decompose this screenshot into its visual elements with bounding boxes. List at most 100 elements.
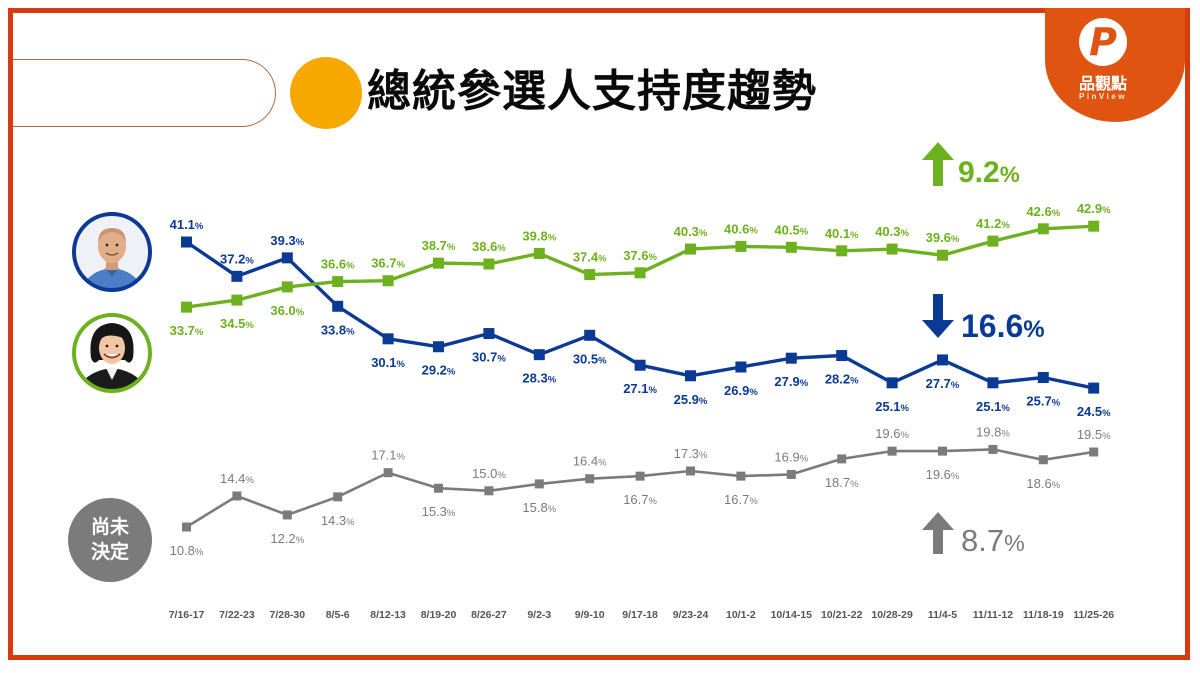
- data-point-marker: [987, 377, 999, 389]
- x-axis-tick-label: 9/23-24: [673, 609, 709, 621]
- data-point-label: 10.8%: [170, 543, 204, 558]
- data-point-marker: [1089, 447, 1099, 457]
- data-point-marker: [434, 483, 443, 493]
- data-point-marker: [231, 270, 243, 282]
- data-point-label: 25.1%: [875, 399, 909, 414]
- x-axis-tick-label: 8/19-20: [421, 609, 457, 621]
- data-point-label: 33.7%: [170, 323, 204, 338]
- data-point-label: 15.8%: [522, 500, 556, 515]
- data-point-label: 19.6%: [926, 467, 960, 482]
- x-axis-tick-label: 7/22-23: [219, 609, 255, 621]
- data-point-label: 27.1%: [623, 381, 657, 396]
- data-point-marker: [483, 258, 495, 270]
- data-point-label: 40.3%: [875, 224, 909, 239]
- data-point-marker: [735, 361, 747, 373]
- data-point-label: 25.9%: [674, 392, 708, 407]
- data-point-label: 28.3%: [522, 371, 556, 386]
- x-axis-labels: 7/16-17 7/22-23 7/28-30 8/5-6 8/12-13 8/19-20…: [169, 609, 1115, 621]
- arrow-up-green-icon: [922, 142, 954, 186]
- data-point-marker: [281, 252, 293, 264]
- data-point-marker: [332, 300, 344, 312]
- data-point-label: 41.1%: [170, 217, 204, 232]
- data-point-label: 41.2%: [976, 216, 1010, 231]
- data-point-marker: [988, 444, 998, 454]
- data-point-marker: [182, 522, 191, 532]
- data-point-label: 15.3%: [422, 504, 456, 519]
- title-decoration-pill: [13, 59, 276, 127]
- data-point-marker: [1037, 223, 1049, 235]
- x-axis-tick-label: 11/18-19: [1023, 609, 1064, 621]
- data-point-marker: [433, 257, 444, 269]
- arrow-up-gray-icon: [922, 512, 954, 554]
- data-point-marker: [383, 468, 393, 478]
- data-point-marker: [181, 301, 192, 313]
- logo-p-icon: P: [1079, 18, 1127, 66]
- undecided-label-line2: 決定: [90, 541, 129, 563]
- data-point-marker: [483, 328, 495, 340]
- data-point-label: 27.9%: [774, 374, 808, 389]
- data-point-label: 27.7%: [926, 376, 960, 391]
- data-point-label: 42.6%: [1026, 204, 1060, 219]
- data-point-marker: [686, 466, 695, 476]
- data-point-label: 39.8%: [522, 228, 556, 243]
- data-point-label: 36.0%: [270, 303, 304, 318]
- data-point-label: 14.3%: [321, 513, 355, 528]
- data-point-marker: [886, 377, 898, 389]
- data-point-label: 25.7%: [1026, 394, 1060, 409]
- data-point-label: 16.9%: [774, 449, 808, 464]
- undecided-badge: 尚未 決定: [68, 498, 152, 582]
- green-change-value: 9.2: [958, 156, 1000, 189]
- gray-change-annotation: 8.7%: [961, 523, 1025, 559]
- green-change-annotation: 9.2%: [958, 156, 1020, 190]
- data-point-marker: [1037, 372, 1049, 384]
- data-point-label: 34.5%: [220, 316, 254, 331]
- data-point-marker: [785, 241, 797, 253]
- data-point-marker: [281, 281, 293, 293]
- data-point-marker: [786, 469, 796, 479]
- arrow-down-blue-icon: [922, 294, 954, 338]
- x-axis-tick-label: 11/4-5: [928, 609, 957, 621]
- gray-change-value: 8.7: [961, 523, 1005, 558]
- x-axis-tick-label: 7/28-30: [269, 609, 305, 621]
- data-point-marker: [232, 491, 242, 501]
- data-point-label: 38.6%: [472, 239, 506, 254]
- data-point-label: 40.6%: [724, 221, 758, 236]
- data-point-label: 30.5%: [573, 351, 607, 366]
- data-point-marker: [735, 240, 747, 252]
- data-point-marker: [938, 446, 947, 456]
- data-point-label: 28.2%: [825, 372, 859, 387]
- data-point-marker: [836, 245, 848, 257]
- data-point-label: 38.7%: [422, 238, 456, 253]
- data-point-label: 19.8%: [976, 424, 1010, 439]
- data-point-marker: [332, 276, 344, 288]
- data-point-marker: [634, 267, 646, 279]
- data-point-marker: [1088, 382, 1100, 394]
- data-point-marker: [937, 354, 948, 366]
- series-尚未決定: 10.8% 14.4% 12.2% 14.3% 17.1% 15.3% 15.0% 15.8%…: [170, 424, 1112, 558]
- data-point-label: 37.6%: [623, 248, 657, 263]
- data-point-label: 36.6%: [321, 257, 355, 272]
- data-point-label: 33.8%: [321, 322, 355, 337]
- data-point-label: 12.2%: [270, 531, 304, 546]
- data-point-marker: [1088, 220, 1100, 232]
- data-point-label: 19.6%: [875, 426, 909, 441]
- pinview-logo: P 品觀點 PinView: [1045, 8, 1185, 122]
- data-point-label: 17.3%: [674, 446, 708, 461]
- data-point-marker: [433, 341, 444, 353]
- data-point-label: 39.6%: [926, 230, 960, 245]
- green-change-unit: %: [999, 162, 1020, 187]
- x-axis-tick-label: 8/26-27: [471, 609, 507, 621]
- data-point-marker: [836, 350, 848, 362]
- x-axis-tick-label: 9/17-18: [622, 609, 658, 621]
- data-point-marker: [685, 370, 696, 382]
- data-point-marker: [584, 329, 596, 341]
- data-point-marker: [533, 247, 545, 259]
- x-axis-tick-label: 10/21-22: [821, 609, 863, 621]
- data-point-marker: [585, 474, 595, 484]
- series-blue-candidate: 41.1% 37.2% 39.3% 33.8% 30.1% 29.2% 30.7% 28.3%…: [170, 217, 1112, 419]
- data-point-label: 18.7%: [825, 475, 859, 490]
- data-point-label: 40.1%: [825, 226, 859, 241]
- blue-change-unit: %: [1023, 316, 1045, 343]
- x-axis-tick-label: 10/28-29: [871, 609, 913, 621]
